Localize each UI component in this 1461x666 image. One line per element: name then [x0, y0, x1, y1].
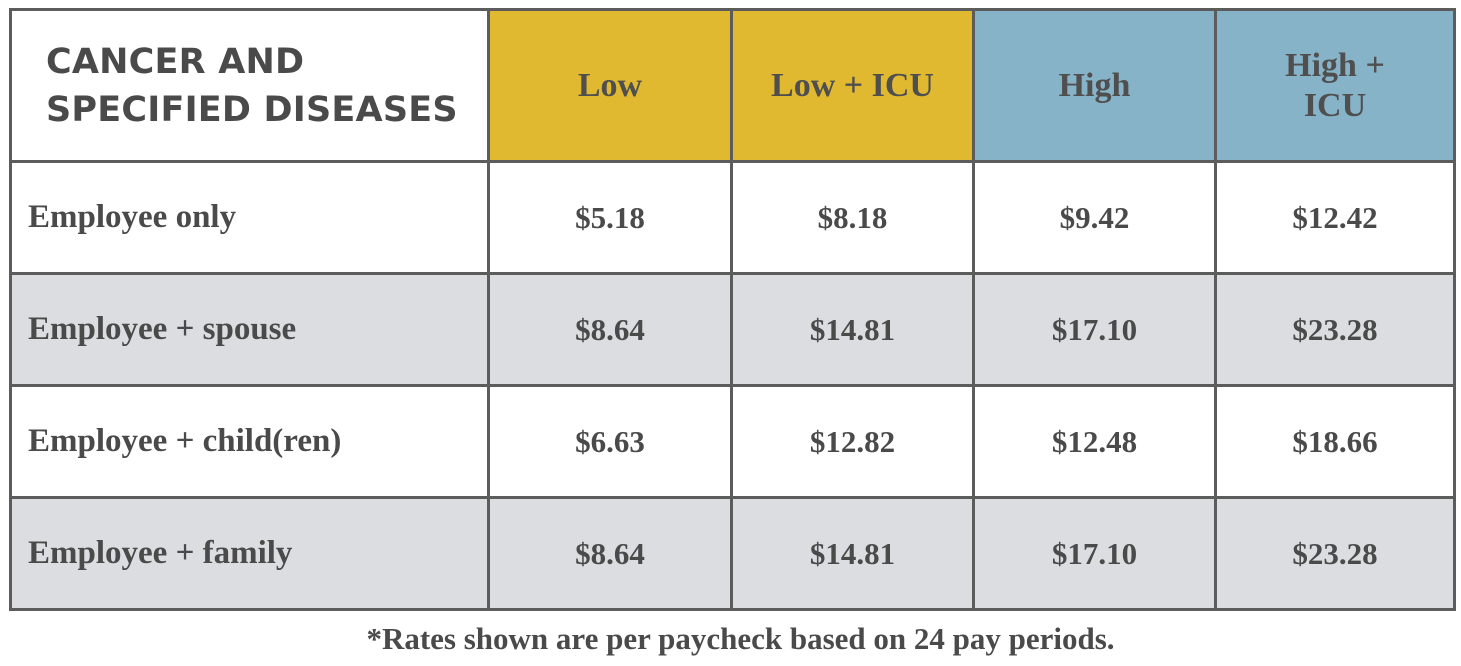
- rate-cell: $23.28: [1214, 496, 1456, 611]
- column-header-low: Low: [487, 8, 733, 163]
- rates-footnote: *Rates shown are per paycheck based on 2…: [366, 621, 1115, 656]
- rate-cell: $14.81: [730, 272, 975, 387]
- rate-cell: $12.48: [972, 384, 1217, 499]
- rate-cell: $9.42: [972, 160, 1217, 275]
- column-header-high: High: [972, 8, 1217, 163]
- column-header-label: High: [1058, 66, 1131, 104]
- rate-cell: $17.10: [972, 496, 1217, 611]
- column-header-high-icu: High + ICU: [1214, 8, 1456, 163]
- rate-cell: $18.66: [1214, 384, 1456, 499]
- rate-cell: $6.63: [487, 384, 733, 499]
- rate-cell: $8.64: [487, 496, 733, 611]
- rate-cell: $5.18: [487, 160, 733, 275]
- rate-cell: $14.81: [730, 496, 975, 611]
- rate-cell: $23.28: [1214, 272, 1456, 387]
- row-label-employee-family: Employee + family: [9, 496, 490, 611]
- rate-cell: $12.82: [730, 384, 975, 499]
- table-header-row: CANCER AND SPECIFIED DISEASES Low Low + …: [9, 8, 1456, 163]
- table-row: Employee + child(ren) $6.63 $12.82 $12.4…: [9, 384, 1456, 499]
- table-title-line-2: SPECIFIED DISEASES: [46, 89, 458, 130]
- cancer-rates-table: CANCER AND SPECIFIED DISEASES Low Low + …: [9, 8, 1456, 611]
- rate-cell: $8.18: [730, 160, 975, 275]
- table-row: Employee + spouse $8.64 $14.81 $17.10 $2…: [9, 272, 1456, 387]
- column-header-low-icu: Low + ICU: [730, 8, 975, 163]
- rate-cell: $12.42: [1214, 160, 1456, 275]
- row-label-employee-spouse: Employee + spouse: [9, 272, 490, 387]
- rate-cell: $8.64: [487, 272, 733, 387]
- column-header-label: Low + ICU: [771, 66, 934, 104]
- table-row: Employee + family $8.64 $14.81 $17.10 $2…: [9, 496, 1456, 611]
- column-header-label: High + ICU: [1285, 46, 1385, 124]
- rate-cell: $17.10: [972, 272, 1217, 387]
- row-label-employee-only: Employee only: [9, 160, 490, 275]
- table-title-line-1: CANCER AND: [46, 41, 305, 82]
- table-row: Employee only $5.18 $8.18 $9.42 $12.42: [9, 160, 1456, 275]
- table-title: CANCER AND SPECIFIED DISEASES: [9, 8, 490, 163]
- column-header-label: Low: [577, 66, 643, 104]
- row-label-employee-children: Employee + child(ren): [9, 384, 490, 499]
